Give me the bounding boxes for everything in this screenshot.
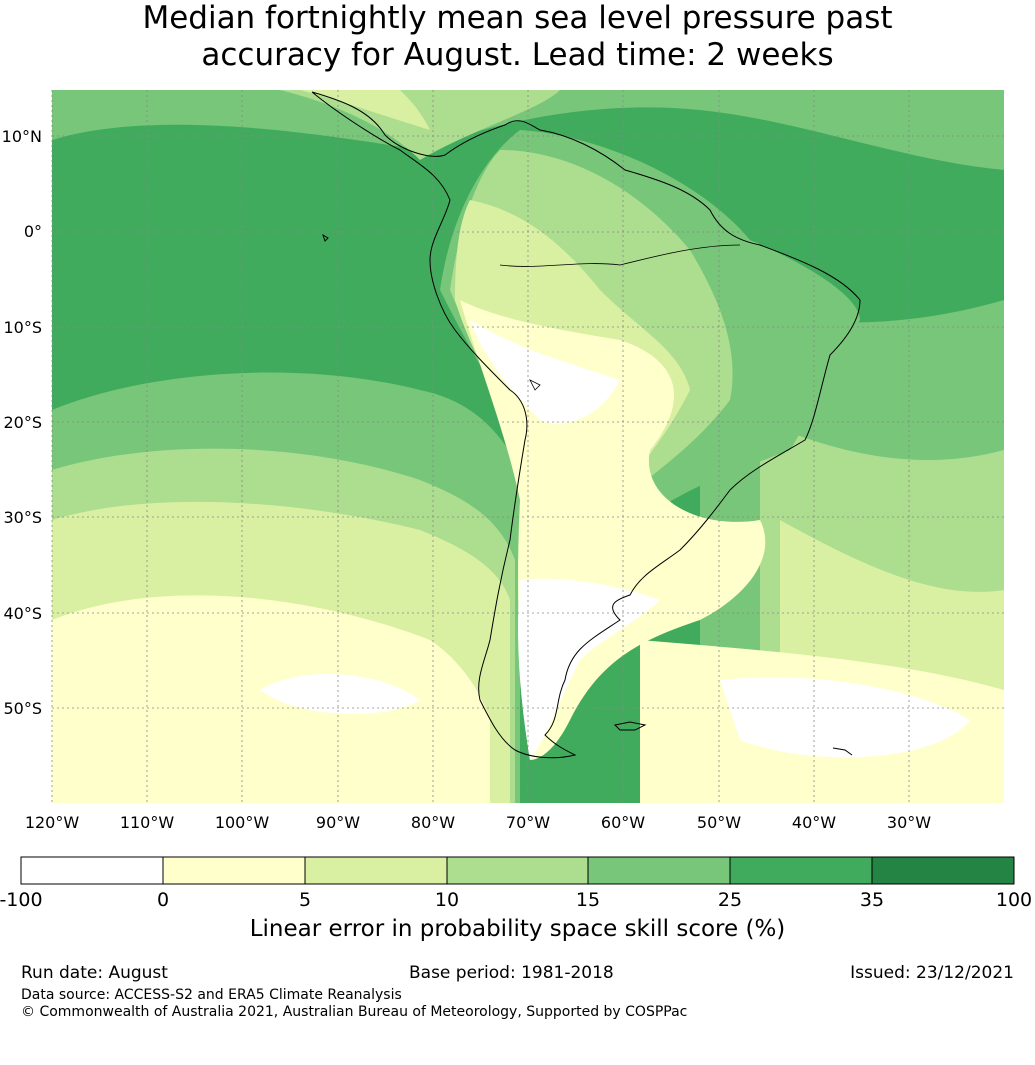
galapagos [322, 233, 329, 242]
negative-patch-ocean [260, 673, 970, 758]
run-date: Run date: August [21, 963, 168, 983]
lon-tick: 90°W [316, 813, 360, 832]
lat-tick: 0° [24, 222, 42, 241]
colorbar-segment [21, 857, 163, 884]
colorbar-tick: -100 [0, 889, 43, 911]
colorbar-segment [588, 857, 730, 884]
colorbar-tick: 5 [299, 889, 311, 911]
falkland-islands [613, 721, 647, 731]
colorbar-tick: 10 [435, 889, 459, 911]
land-negative [470, 320, 660, 760]
lat-tick: 40°S [3, 604, 42, 623]
lon-tick: 70°W [506, 813, 550, 832]
lat-tick: 30°S [3, 508, 42, 527]
colorbar-segment [447, 857, 588, 884]
lon-tick: 120°W [25, 813, 80, 832]
lon-tick: 50°W [697, 813, 741, 832]
map: 120°W 110°W 100°W 90°W 80°W 70°W 60°W 50… [2, 90, 1004, 832]
colorbar-tick: 35 [860, 889, 884, 911]
longitude-ticks: 120°W 110°W 100°W 90°W 80°W 70°W 60°W 50… [25, 813, 931, 832]
colorbar-segment [730, 857, 872, 884]
title-line-1: Median fortnightly mean sea level pressu… [142, 0, 893, 36]
copyright: © Commonwealth of Australia 2021, Austra… [21, 1004, 688, 1020]
issued-date: Issued: 23/12/2021 [850, 963, 1014, 983]
band-5-10-north [300, 90, 430, 130]
lon-tick: 100°W [215, 813, 270, 832]
lat-tick: 10°N [2, 127, 42, 146]
lon-tick: 80°W [411, 813, 455, 832]
colorbar-tick: 15 [576, 889, 600, 911]
band-15-25-north [52, 90, 1004, 170]
lon-tick: 30°W [887, 813, 931, 832]
band-0-5-ocean [52, 595, 1004, 803]
colorbar-segment [163, 857, 305, 884]
colorbar-tick: 100 [996, 889, 1032, 911]
map-title: Median fortnightly mean sea level pressu… [0, 0, 1035, 74]
gridlines [51, 90, 1004, 803]
lon-tick: 40°W [792, 813, 836, 832]
lake-titicaca [529, 379, 541, 391]
base-period: Base period: 1981-2018 [409, 963, 614, 983]
colorbar-segment [305, 857, 447, 884]
latitude-ticks: 10°N 0° 10°S 20°S 30°S 40°S 50°S [2, 127, 42, 718]
lat-tick: 50°S [3, 699, 42, 718]
lon-tick: 110°W [120, 813, 175, 832]
colorbar: -100 0 5 10 15 25 35 100 [0, 856, 1032, 911]
skill-field [52, 90, 1004, 803]
colorbar-label: Linear error in probability space skill … [249, 916, 786, 942]
colorbar-tick: 0 [157, 889, 169, 911]
south-georgia [832, 747, 853, 756]
coastline [311, 91, 861, 759]
lon-tick: 60°W [601, 813, 645, 832]
colorbar-frame [20, 856, 1015, 885]
lat-tick: 10°S [3, 318, 42, 337]
title-line-2: accuracy for August. Lead time: 2 weeks [201, 37, 834, 73]
lat-tick: 20°S [3, 413, 42, 432]
data-source: Data source: ACCESS-S2 and ERA5 Climate … [21, 987, 402, 1003]
colorbar-dividers [162, 857, 873, 884]
colorbar-tick: 25 [718, 889, 742, 911]
colorbar-segment [872, 857, 1014, 884]
amazon-river [499, 244, 741, 267]
